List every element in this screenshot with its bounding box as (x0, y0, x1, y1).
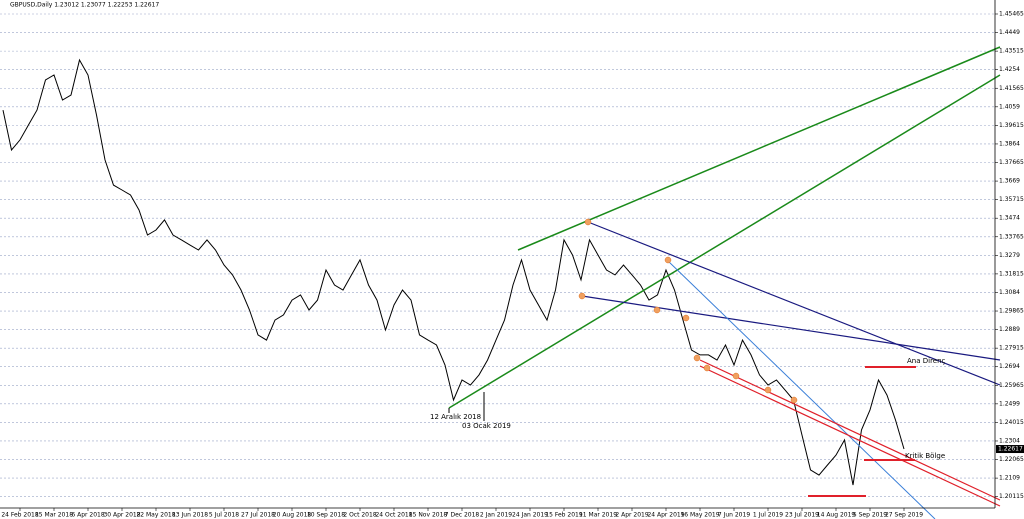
y-tick-label: 1.3669 (999, 178, 1020, 185)
pivot-dot (790, 396, 798, 404)
pivot-dot (693, 354, 701, 362)
y-tick-label: 1.29865 (999, 308, 1024, 315)
x-tick-label: 27 Jul 2018 (241, 512, 275, 519)
y-tick-label: 1.2109 (999, 475, 1020, 482)
y-tick-label: 1.39615 (999, 122, 1024, 129)
y-tick-label: 1.3864 (999, 140, 1020, 147)
navy-trend-upper (587, 221, 1001, 386)
chart-title: GBPUSD,Daily 1.23012 1.23077 1.22253 1.2… (10, 2, 159, 9)
x-tick-label: 2 Oct 2018 (343, 512, 376, 519)
y-tick-label: 1.2499 (999, 400, 1020, 407)
annotation: Ana Direnç (907, 357, 946, 365)
y-tick-label: 1.43515 (999, 48, 1024, 55)
pivot-dot (682, 314, 690, 322)
x-tick-label: 5 Jul 2018 (209, 512, 239, 519)
x-tick-label: 15 Nov 2018 (409, 512, 448, 519)
annotation: 12 Aralık 2018 (430, 413, 481, 421)
trend-lines (448, 46, 1001, 519)
pivot-dot (578, 292, 586, 300)
current-price-box (996, 445, 1024, 454)
x-tick-label: 11 Mar 2019 (579, 512, 617, 519)
pivot-dot (664, 256, 672, 264)
x-tick-label: 15 Mar 2018 (35, 512, 73, 519)
x-tick-label: 20 Aug 2018 (273, 512, 312, 519)
axes: 1.45465 1.4449 1.43515 1.4254 1.41565 1.4059 1… (1, 10, 1024, 519)
blue-trend (666, 259, 936, 519)
y-tick-label: 1.45465 (999, 10, 1024, 17)
pivot-dot (764, 386, 772, 394)
x-tick-label: 5 Sep 2019 (853, 512, 887, 519)
x-tick-label: 6 Apr 2018 (71, 512, 104, 519)
x-tick-label: 22 May 2018 (136, 512, 175, 519)
navy-trend-lower (581, 295, 1001, 361)
y-tick-label: 1.22065 (999, 456, 1024, 463)
y-tick-label: 1.4059 (999, 103, 1020, 110)
y-tick-label: 1.25965 (999, 382, 1024, 389)
x-tick-label: 23 Jul 2019 (785, 512, 819, 519)
y-tick-label: 1.4449 (999, 29, 1020, 36)
x-tick-label: 2 Apr 2019 (615, 512, 648, 519)
y-tick-label: 1.27915 (999, 345, 1024, 352)
x-tick-label: 24 Apr 2019 (647, 512, 684, 519)
y-tick-label: 1.3084 (999, 289, 1020, 296)
green-channel-upper (517, 46, 1001, 251)
x-tick-label: 13 Jun 2018 (172, 512, 208, 519)
y-tick-label: 1.20115 (999, 493, 1024, 500)
pivot-dot (703, 364, 711, 372)
x-tick-label: 7 Jun 2019 (718, 512, 750, 519)
price-line (2, 58, 905, 486)
red-trend-a (699, 359, 1001, 501)
y-tick-label: 1.24015 (999, 419, 1024, 426)
y-tick-label: 1.35715 (999, 196, 1024, 203)
y-tick-label: 1.37665 (999, 159, 1024, 166)
x-tick-label: 2 Jan 2019 (480, 512, 512, 519)
price-layer (2, 58, 905, 486)
pivot-dot (732, 372, 740, 380)
y-tick-label: 1.3474 (999, 215, 1020, 222)
y-tick-label: 1.3279 (999, 252, 1020, 259)
x-tick-label: 14 Aug 2019 (817, 512, 856, 519)
x-tick-label: 30 Apr 2018 (103, 512, 140, 519)
x-tick-label: 24 Jan 2019 (512, 512, 548, 519)
x-tick-label: 1 Jul 2019 (753, 512, 783, 519)
pivot-dot (653, 306, 661, 314)
y-tick-label: 1.33765 (999, 233, 1024, 240)
y-tick-label: 1.2694 (999, 363, 1020, 370)
pivot-dot (584, 218, 592, 226)
grid (0, 13, 995, 497)
x-tick-label: 16 May 2019 (680, 512, 719, 519)
y-tick-label: 1.2304 (999, 437, 1020, 444)
annotation: 03 Ocak 2019 (462, 422, 511, 430)
y-tick-label: 1.4254 (999, 66, 1020, 73)
green-channel-lower (448, 74, 1001, 409)
x-tick-label: 15 Feb 2019 (545, 512, 583, 519)
x-tick-label: 7 Dec 2018 (445, 512, 480, 519)
x-tick-label: 24 Feb 2018 (1, 512, 39, 519)
red-trend-b (699, 365, 1001, 507)
y-tick-label: 1.31815 (999, 270, 1024, 277)
x-tick-label: 27 Sep 2019 (885, 512, 923, 519)
annotation: Kritik Bölge (905, 452, 945, 460)
x-tick-label: 10 Sep 2018 (307, 512, 345, 519)
y-tick-label: 1.41565 (999, 85, 1024, 92)
y-tick-label: 1.2889 (999, 326, 1020, 333)
x-tick-label: 24 Oct 2018 (375, 512, 412, 519)
current-price-label: 1.22617 (998, 446, 1023, 453)
